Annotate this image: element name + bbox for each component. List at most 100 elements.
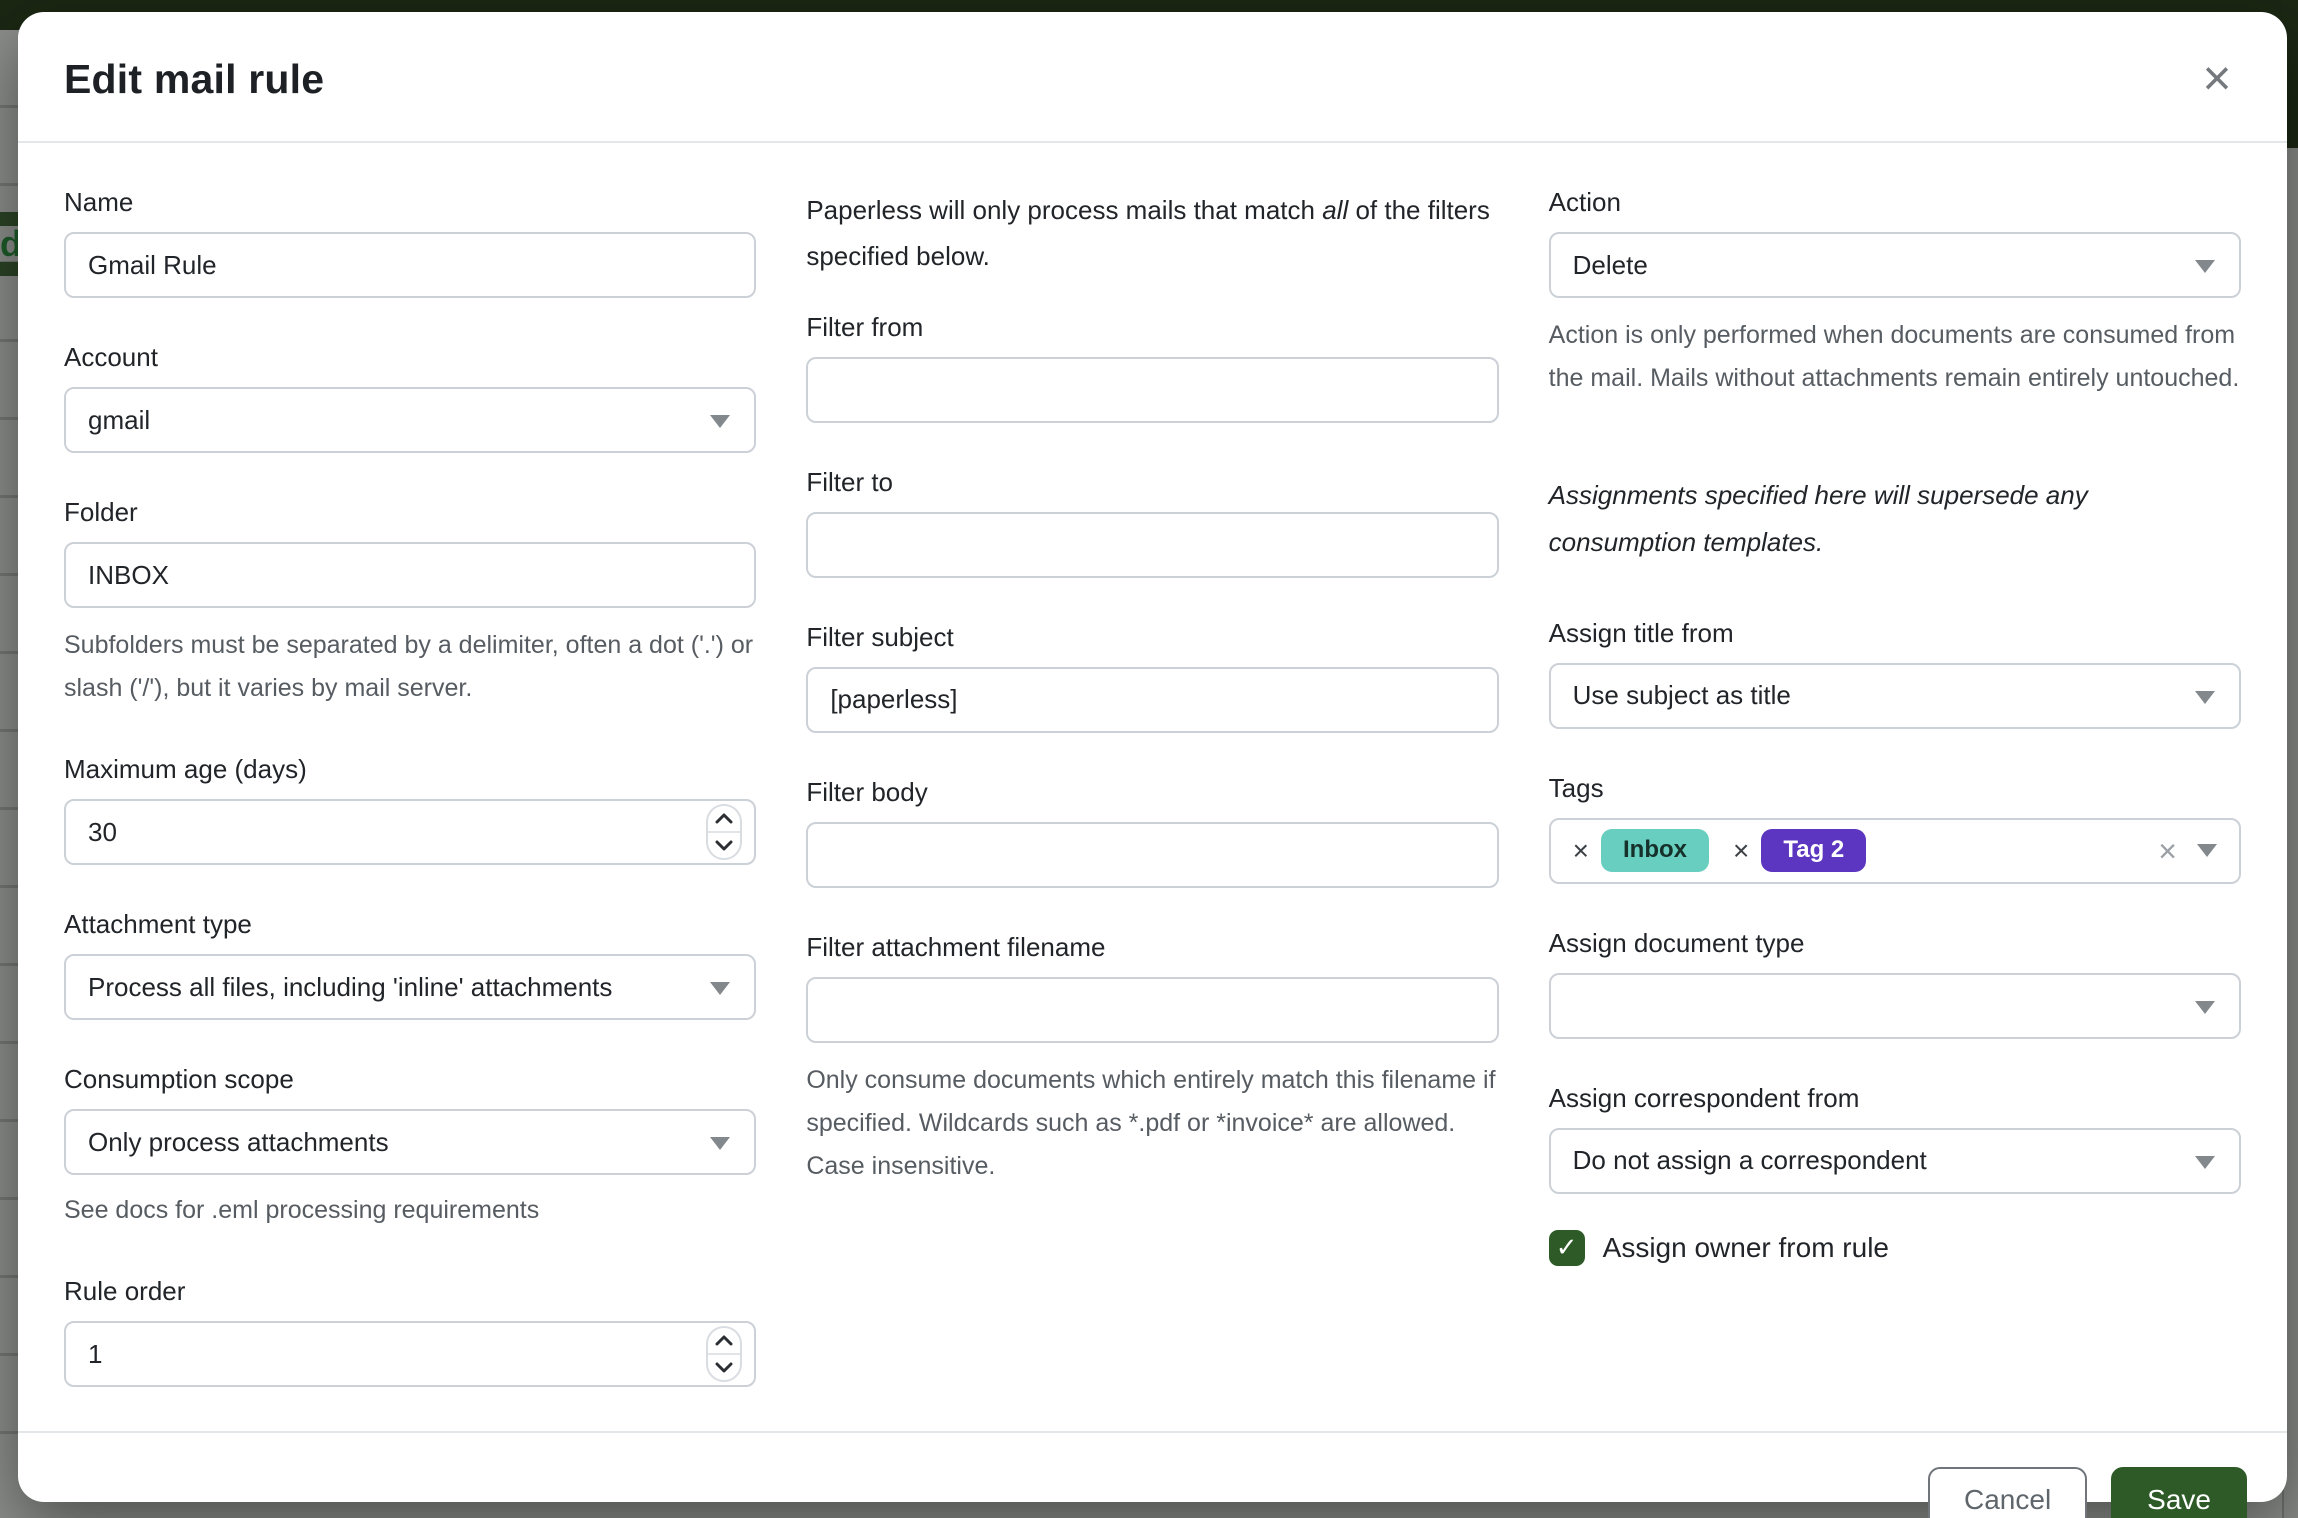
chevron-down-icon [2194, 1000, 2215, 1014]
filter-subject-input-value[interactable] [830, 684, 1475, 716]
chevron-down-icon [2194, 260, 2215, 273]
name-input[interactable] [64, 232, 757, 298]
filter-body-input[interactable] [806, 821, 1499, 888]
max-age-label: Maximum age (days) [64, 754, 307, 784]
attachment-type-select[interactable]: Process all files, including 'inline' at… [64, 954, 757, 1020]
filter-body-input-value[interactable] [830, 839, 1475, 871]
quantity-stepper[interactable] [706, 1326, 743, 1382]
folder-input-value[interactable] [88, 559, 733, 591]
action-hint: Action is only performed when documents … [1548, 321, 2240, 392]
assign-correspondent-field-group: Assign correspondent from Do not assign … [1548, 1082, 2241, 1194]
folder-field-group: Folder Subfolders must be separated by a… [64, 497, 757, 710]
clear-tags-icon[interactable]: × [2158, 832, 2177, 869]
assign-doctype-label: Assign document type [1548, 927, 1805, 958]
filter-to-field-group: Filter to [806, 466, 1499, 578]
consumption-scope-hint: See docs for .eml processing requirement… [64, 1196, 540, 1224]
folder-input[interactable] [64, 542, 757, 608]
remove-tag-icon[interactable]: × [1733, 834, 1750, 866]
assign-owner-label: Assign owner from rule [1602, 1231, 1889, 1263]
chevron-down-icon [2194, 1155, 2215, 1169]
filters-intro-text: Paperless will only process mails that m… [806, 195, 1490, 272]
assign-correspondent-selected-value: Do not assign a correspondent [1572, 1145, 1927, 1176]
action-label: Action [1548, 187, 1621, 217]
tags-field-group: Tags × Inbox × Tag 2 × [1548, 772, 2241, 884]
chevron-down-icon [710, 982, 731, 995]
name-field-group: Name [64, 187, 757, 298]
assignments-note: Assignments specified here will supersed… [1548, 480, 2088, 557]
action-field-group: Action Delete Action is only performed w… [1548, 187, 2241, 400]
account-selected-value: gmail [88, 404, 151, 435]
stepper-up-icon[interactable] [708, 1328, 741, 1355]
max-age-input[interactable] [64, 799, 757, 865]
close-icon[interactable]: × [2191, 52, 2243, 104]
save-button[interactable]: Save [2111, 1467, 2247, 1518]
consumption-scope-field-group: Consumption scope Only process attachmen… [64, 1064, 757, 1232]
assign-title-selected-value: Use subject as title [1572, 680, 1791, 711]
filter-subject-label: Filter subject [806, 621, 954, 652]
max-age-field-group: Maximum age (days) [64, 754, 757, 865]
account-field-group: Account gmail [64, 342, 757, 453]
name-input-value[interactable] [88, 249, 733, 281]
filter-to-input-value[interactable] [830, 529, 1475, 561]
consumption-scope-select[interactable]: Only process attachments [64, 1109, 757, 1175]
assign-title-select[interactable]: Use subject as title [1548, 662, 2241, 729]
filter-from-label: Filter from [806, 311, 924, 342]
account-select[interactable]: gmail [64, 387, 757, 453]
rule-order-input[interactable] [64, 1321, 757, 1387]
edit-mail-rule-dialog: Edit mail rule × Name Account gmail [18, 12, 2287, 1518]
dialog-header: Edit mail rule × [18, 12, 2287, 143]
dialog-footer: Cancel Save [18, 1431, 2287, 1518]
assign-owner-checkbox[interactable]: ✓ [1548, 1229, 1585, 1266]
stepper-up-icon[interactable] [708, 806, 741, 833]
action-selected-value: Delete [1572, 249, 1648, 280]
rule-order-field-group: Rule order [64, 1276, 757, 1387]
assign-correspondent-label: Assign correspondent from [1548, 1082, 1860, 1113]
name-label: Name [64, 187, 134, 217]
stepper-down-icon[interactable] [708, 833, 740, 858]
backdrop-table-rows [0, 30, 20, 1502]
stepper-down-icon[interactable] [708, 1355, 740, 1380]
max-age-input-value[interactable] [88, 816, 733, 848]
backdrop-green-row [0, 212, 20, 226]
rule-order-input-value[interactable] [88, 1338, 733, 1370]
filter-attachment-input[interactable] [806, 976, 1499, 1043]
attachment-type-selected-value: Process all files, including 'inline' at… [88, 971, 613, 1002]
filter-to-label: Filter to [806, 466, 894, 497]
filter-attachment-input-value[interactable] [830, 994, 1475, 1026]
consumption-scope-label: Consumption scope [64, 1064, 294, 1094]
assign-doctype-select[interactable] [1548, 972, 2241, 1039]
cancel-button[interactable]: Cancel [1928, 1467, 2088, 1518]
chevron-down-icon[interactable] [2196, 844, 2217, 858]
column-filters: Paperless will only process mails that m… [806, 187, 1499, 1431]
quantity-stepper[interactable] [706, 804, 743, 860]
assign-owner-row: ✓ Assign owner from rule [1548, 1229, 2241, 1266]
account-label: Account [64, 342, 158, 372]
chevron-down-icon [2194, 690, 2215, 704]
attachment-type-field-group: Attachment type Process all files, inclu… [64, 909, 757, 1020]
intro-italic-word: all [1322, 195, 1349, 225]
filter-body-label: Filter body [806, 776, 928, 807]
rule-order-label: Rule order [64, 1276, 186, 1306]
column-general: Name Account gmail Folder [64, 187, 757, 1431]
tag-pill-inbox[interactable]: Inbox [1601, 829, 1710, 872]
assign-title-label: Assign title from [1548, 617, 1734, 648]
tags-label: Tags [1548, 772, 1604, 803]
remove-tag-icon[interactable]: × [1572, 834, 1590, 866]
column-actions: Action Delete Action is only performed w… [1548, 187, 2241, 1431]
filter-from-input-value[interactable] [830, 374, 1475, 406]
chevron-down-icon [710, 415, 731, 428]
chevron-down-icon [710, 1137, 731, 1150]
filter-attachment-label: Filter attachment filename [806, 931, 1106, 962]
dialog-title: Edit mail rule [64, 56, 325, 102]
filter-body-field-group: Filter body [806, 776, 1499, 888]
filter-from-input[interactable] [806, 356, 1499, 423]
action-select[interactable]: Delete [1548, 232, 2241, 298]
tag-pill-tag2[interactable]: Tag 2 [1761, 829, 1867, 872]
filter-to-input[interactable] [806, 511, 1499, 578]
assign-correspondent-select[interactable]: Do not assign a correspondent [1548, 1127, 2241, 1194]
tags-select[interactable]: × Inbox × Tag 2 × [1548, 817, 2241, 884]
backdrop-partial-text: d [0, 224, 20, 264]
filter-subject-input[interactable] [806, 666, 1499, 733]
folder-label: Folder [64, 497, 138, 527]
